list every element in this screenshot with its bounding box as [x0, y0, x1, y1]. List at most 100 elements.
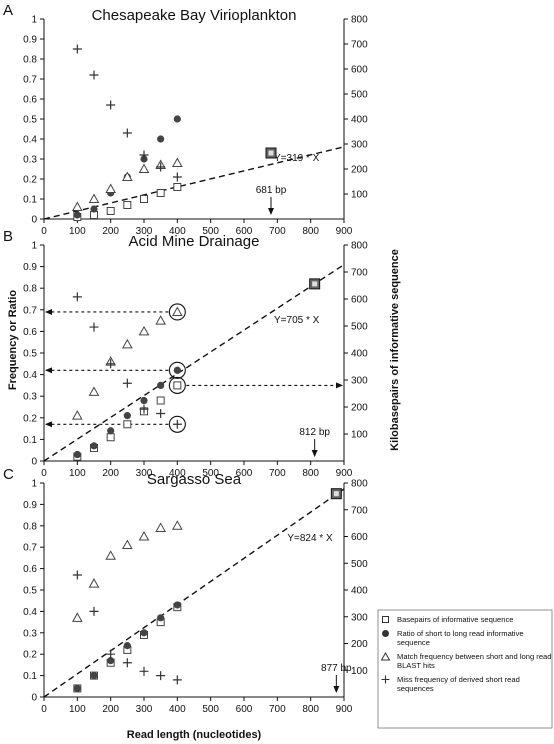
x-tick-label: 600 [236, 704, 253, 715]
left-tick-label: 0.7 [23, 75, 37, 86]
left-tick-label: 0 [31, 457, 37, 468]
x-tick-label: 0 [41, 704, 47, 715]
right-tick-label: 600 [351, 65, 368, 76]
long-read-point-inner [312, 281, 318, 287]
square-point [106, 207, 115, 215]
x-tick-label: 800 [302, 468, 319, 479]
square-point [173, 183, 182, 191]
panel-a: 0 0.1 0.2 0.3 0.4 0.5 0.6 0.7 0.8 0.9 1 100 200 300 40… [3, 2, 368, 237]
left-tick-label: 0.7 [23, 305, 37, 316]
x-tick-label: 100 [69, 704, 86, 715]
right-tick-label: 700 [351, 505, 368, 516]
x-tick-label: 700 [269, 226, 286, 237]
left-tick-label: 0.4 [23, 370, 37, 381]
bp-label: 681 bp [256, 185, 287, 196]
left-tick-label: 0.5 [23, 586, 37, 597]
highlight-circle [168, 376, 186, 394]
triangle-point [105, 550, 117, 560]
highlight-circle [168, 415, 186, 433]
left-tick-label: 0.5 [23, 349, 37, 360]
right-axis-title: Kilobasepairs of informative sequence [389, 249, 401, 451]
left-tick-label: 1 [31, 241, 37, 252]
x-tick-label: 200 [102, 226, 119, 237]
bp-label: 812 bp [299, 427, 330, 438]
triangle-point [71, 201, 83, 211]
left-tick-label: 0.2 [23, 413, 37, 424]
x-tick-label: 700 [269, 468, 286, 479]
x-tick-label: 600 [236, 226, 253, 237]
plus-point [156, 671, 166, 681]
right-tick-label: 100 [351, 666, 368, 677]
plus-point [72, 292, 82, 302]
plus-point [139, 150, 149, 160]
left-tick-label: 0.3 [23, 628, 37, 639]
left-tick-label: 0.1 [23, 671, 37, 682]
left-tick-label: 0.4 [23, 607, 37, 618]
bp-label: 877 bp [321, 663, 352, 674]
left-tick-label: 1 [31, 479, 37, 490]
x-tick-label: 300 [136, 704, 153, 715]
left-tick-label: 0.7 [23, 543, 37, 554]
left-tick-label: 0.2 [23, 175, 37, 186]
right-tick-label: 500 [351, 322, 368, 333]
legend-label: Basepairs of informative sequence [397, 615, 514, 624]
plus-point [72, 44, 82, 54]
right-tick-label: 200 [351, 403, 368, 414]
x-tick-label: 700 [269, 704, 286, 715]
circle-point [90, 442, 98, 450]
right-tick-label: 300 [351, 140, 368, 151]
x-tick-label: 500 [202, 468, 219, 479]
plus-point [122, 658, 132, 668]
circle-point [173, 366, 181, 374]
filled-circle-marker-icon [382, 630, 389, 637]
plus-point [106, 100, 116, 110]
left-tick-label: 0.9 [23, 262, 37, 273]
highlight-circle [168, 361, 186, 379]
fit-line [43, 488, 345, 698]
triangle-point [88, 578, 100, 588]
legend-label: Match frequency between short and long r… [397, 652, 552, 670]
left-tick-label: 0.3 [23, 392, 37, 403]
plus-point [172, 675, 182, 685]
triangle-point [138, 530, 150, 541]
triangle-point [171, 520, 183, 530]
triangle-point [71, 612, 83, 622]
legend-item-square: Basepairs of informative sequence [381, 615, 553, 624]
fit-label: Y=824 * X [287, 533, 333, 544]
plus-point [89, 606, 99, 616]
plus-point [72, 570, 82, 580]
square-marker-icon [382, 616, 389, 623]
right-tick-label: 700 [351, 40, 368, 51]
legend-box [377, 609, 553, 729]
panel-title: Acid Mine Drainage [129, 233, 260, 250]
circle-point [107, 657, 115, 665]
left-tick-label: 0.2 [23, 650, 37, 661]
x-tick-label: 900 [336, 226, 353, 237]
right-tick-label: 100 [351, 190, 368, 201]
plus-point [172, 419, 182, 429]
triangle-point [88, 386, 100, 396]
x-tick-label: 400 [169, 704, 186, 715]
triangle-point [171, 306, 183, 316]
right-tick-label: 600 [351, 295, 368, 306]
x-tick-label: 500 [202, 704, 219, 715]
long-read-point-inner [268, 150, 274, 156]
right-tick-label: 400 [351, 349, 368, 360]
legend-label: Ratio of short to long read informative … [397, 629, 524, 647]
x-tick-label: 600 [236, 468, 253, 479]
left-tick-label: 0.9 [23, 35, 37, 46]
plus-point [106, 359, 116, 369]
x-tick-label: 500 [202, 226, 219, 237]
plus-point [156, 162, 166, 172]
circle-point [123, 642, 131, 650]
circle-point [173, 601, 181, 609]
fit-label: Y=705 * X [274, 315, 320, 326]
right-tick-label: 800 [351, 479, 368, 490]
triangle-point [138, 163, 150, 173]
square-point [173, 381, 182, 390]
x-tick-label: 200 [102, 468, 119, 479]
circle-point [140, 396, 148, 405]
circle-point [140, 629, 148, 637]
triangle-point [71, 410, 83, 420]
